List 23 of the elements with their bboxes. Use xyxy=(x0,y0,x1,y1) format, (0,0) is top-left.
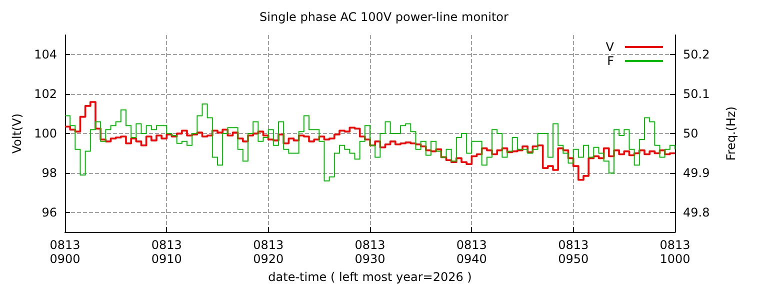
x-tick-label: 0813 0930 xyxy=(354,238,386,266)
y2-tick-label: 50 xyxy=(683,126,698,141)
y-tick-label: 104 xyxy=(34,48,57,62)
y-axis-title: Volt(V) xyxy=(10,113,24,154)
x-tick-label: 0813 0910 xyxy=(151,238,182,266)
y-tick-label: 100 xyxy=(34,126,57,141)
legend-label: F xyxy=(607,54,614,68)
y2-tick-label: 49.8 xyxy=(683,205,710,220)
x-tick-label: 0813 1000 xyxy=(660,238,690,266)
x-axis-title: date-time ( left most year=2026 ) xyxy=(268,270,472,284)
x-tick-label: 0813 0900 xyxy=(50,238,80,266)
chart-title: Single phase AC 100V power-line monitor xyxy=(260,10,509,24)
x-tick-label: 0813 0950 xyxy=(558,238,589,266)
y2-tick-label: 50.2 xyxy=(683,48,710,62)
x-tick-label: 0813 0940 xyxy=(456,238,487,266)
y-tick-label: 96 xyxy=(42,205,57,220)
y2-tick-label: 49.9 xyxy=(683,166,710,180)
legend-label: V xyxy=(606,40,615,54)
y2-axis-title: Freq.(Hz) xyxy=(724,106,738,161)
y2-tick-label: 50.1 xyxy=(683,87,710,102)
x-tick-label: 0813 0920 xyxy=(253,238,284,266)
y-tick-label: 98 xyxy=(42,166,57,180)
y-tick-label: 102 xyxy=(34,87,57,102)
